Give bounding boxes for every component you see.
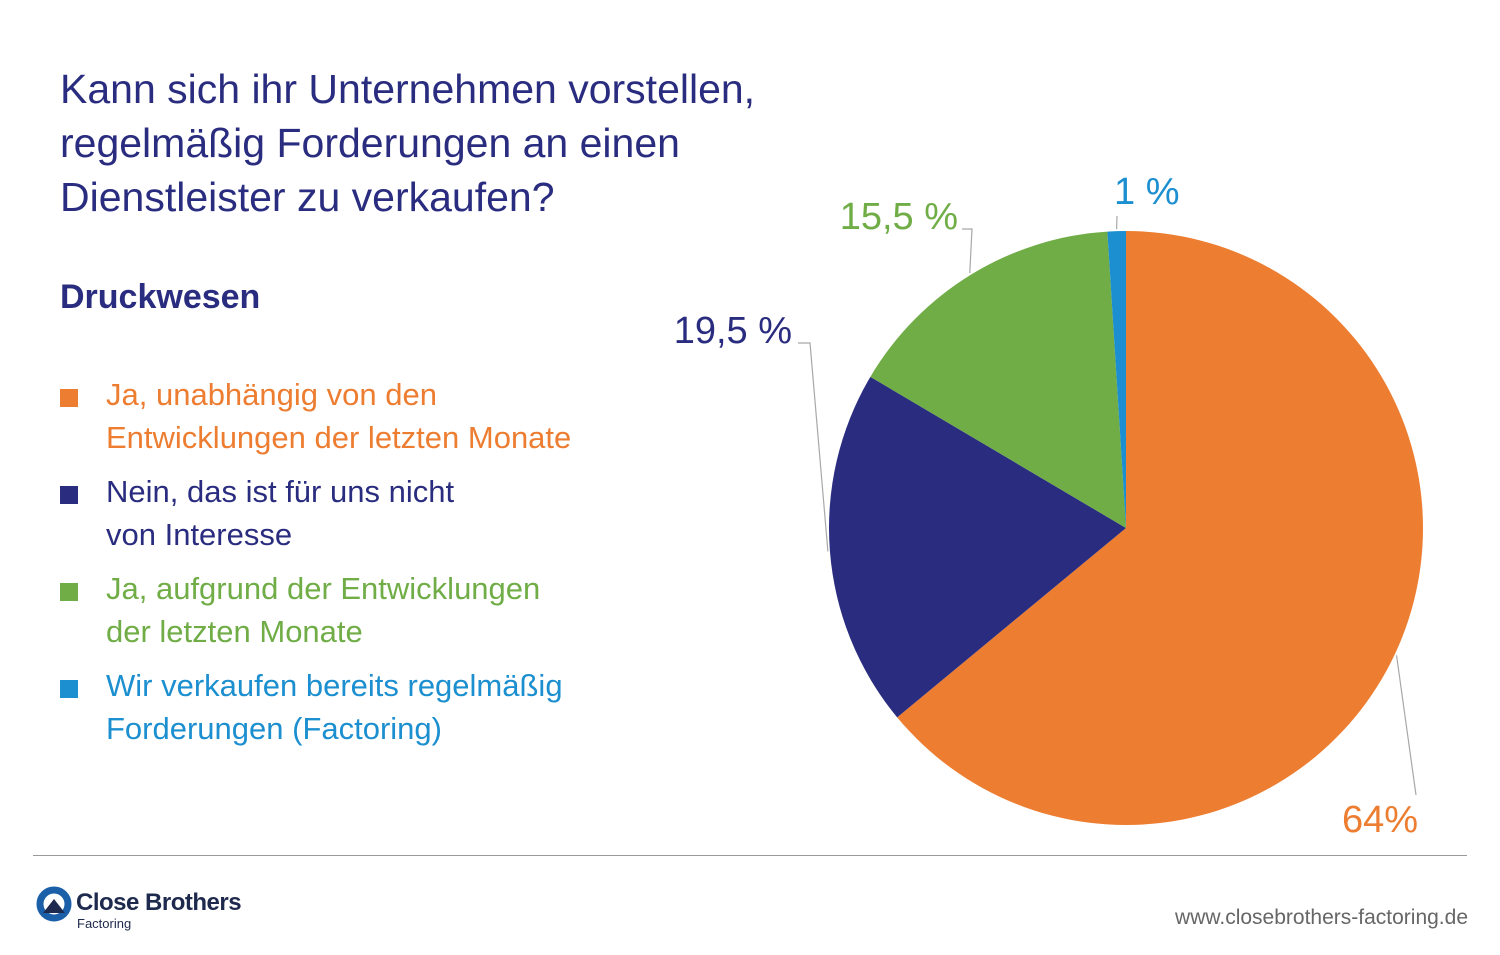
legend-swatch [60,583,78,601]
pie-slice [897,231,1423,825]
legend-label-line: Ja, unabhängig von den [106,377,437,412]
legend-label-line: Ja, aufgrund der Entwicklungen [106,571,541,606]
legend-item: Ja, aufgrund der Entwicklungen der letzt… [60,567,680,653]
question-title: Kann sich ihr Unternehmen vorstellen, re… [60,62,820,224]
leader-line [962,228,973,274]
brand-name: Close Brothers [76,889,242,916]
brand-logo-icon [36,886,72,922]
legend-label: Ja, unabhängig von den Entwicklungen der… [106,373,680,459]
legend-label-line: Nein, das ist für uns nicht [106,474,455,509]
brand-logo: Close Brothers Factoring [36,886,276,936]
leader-line [1395,655,1417,796]
legend-swatch [60,389,78,407]
pie-slice [1107,231,1126,528]
legend-item: Ja, unabhängig von den Entwicklungen der… [60,373,680,459]
legend-swatch [60,486,78,504]
legend-label: Nein, das ist für uns nicht von Interess… [106,470,680,556]
legend-label-line: Wir verkaufen bereits regelmäßig [106,668,563,703]
question-title-line: Kann sich ihr Unternehmen vorstellen, [60,66,756,112]
data-label: 64% [1342,799,1418,841]
data-label: 1 % [1114,171,1179,213]
pie-slice [870,231,1126,528]
data-label: 19,5 % [674,310,792,352]
legend-item: Wir verkaufen bereits regelmäßig Forderu… [60,664,680,750]
chart-legend: Ja, unabhängig von den Entwicklungen der… [60,373,680,761]
legend-label-line: der letzten Monate [106,614,363,649]
industry-subtitle: Druckwesen [60,278,261,316]
legend-swatch [60,680,78,698]
question-title-line: regelmäßig Forderungen an einen [60,120,680,166]
leader-line [798,342,829,552]
brand-subline: Factoring [77,916,132,931]
legend-item: Nein, das ist für uns nicht von Interess… [60,470,680,556]
question-title-line: Dienstleister zu verkaufen? [60,174,555,220]
legend-label-line: von Interesse [106,517,293,552]
pie-slice [829,376,1126,718]
website-url: www.closebrothers-factoring.de [1175,906,1468,929]
legend-label: Wir verkaufen bereits regelmäßig Forderu… [106,664,680,750]
data-label: 15,5 % [840,196,958,238]
legend-label-line: Forderungen (Factoring) [106,711,442,746]
legend-label-line: Entwicklungen der letzten Monate [106,420,572,455]
footer-divider [33,855,1467,856]
legend-label: Ja, aufgrund der Entwicklungen der letzt… [106,567,680,653]
